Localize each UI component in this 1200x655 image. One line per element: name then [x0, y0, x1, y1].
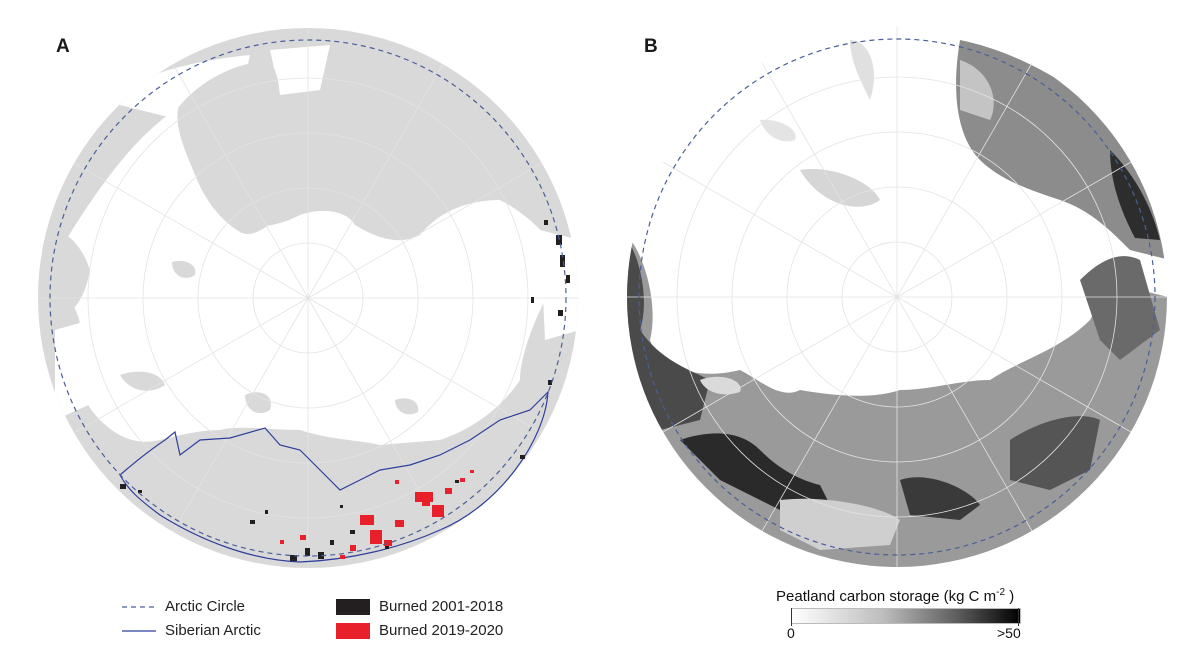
legend-siberian-arctic: Siberian Arctic: [165, 622, 261, 639]
arctic-circle-b: [638, 38, 1156, 556]
legend-arctic-circle: Arctic Circle: [165, 598, 246, 615]
panel-a-label: A: [56, 36, 70, 57]
colorbar-min-label: 0: [787, 625, 795, 641]
colorbar-tick-min: [791, 608, 792, 626]
legend-burned-early-swatch: [336, 599, 370, 615]
siberian-arctic-boundary: [119, 390, 549, 563]
peatland-north-america: [956, 40, 1167, 260]
colorbar-max-label: >50: [997, 625, 1021, 641]
map-panel-b: [627, 27, 1167, 567]
legend-burned-early: Burned 2001-2018: [379, 598, 504, 615]
colorbar-tick-max: [1018, 608, 1019, 626]
arctic-circle-a: [49, 39, 567, 557]
map-a-disk: [38, 28, 578, 568]
burned-areas-recent: [280, 470, 474, 559]
legend-burned-recent-swatch: [336, 623, 370, 639]
colorbar-title-close: ): [1005, 588, 1015, 605]
arctic-ocean-a: [60, 110, 555, 445]
panel-b-label: B: [644, 36, 658, 57]
greenland-a: [177, 61, 295, 235]
legend-burned-recent: Burned 2019-2020: [379, 622, 504, 639]
colorbar-gradient: [791, 608, 1021, 624]
colorbar-title: Peatland carbon storage (kg C m-2 ): [776, 587, 1014, 605]
colorbar-title-main: Peatland carbon storage (kg C m: [776, 588, 997, 605]
graticule-a: [38, 28, 578, 568]
graticule-b: [627, 27, 1167, 567]
colorbar-title-exponent: -2: [996, 587, 1006, 598]
